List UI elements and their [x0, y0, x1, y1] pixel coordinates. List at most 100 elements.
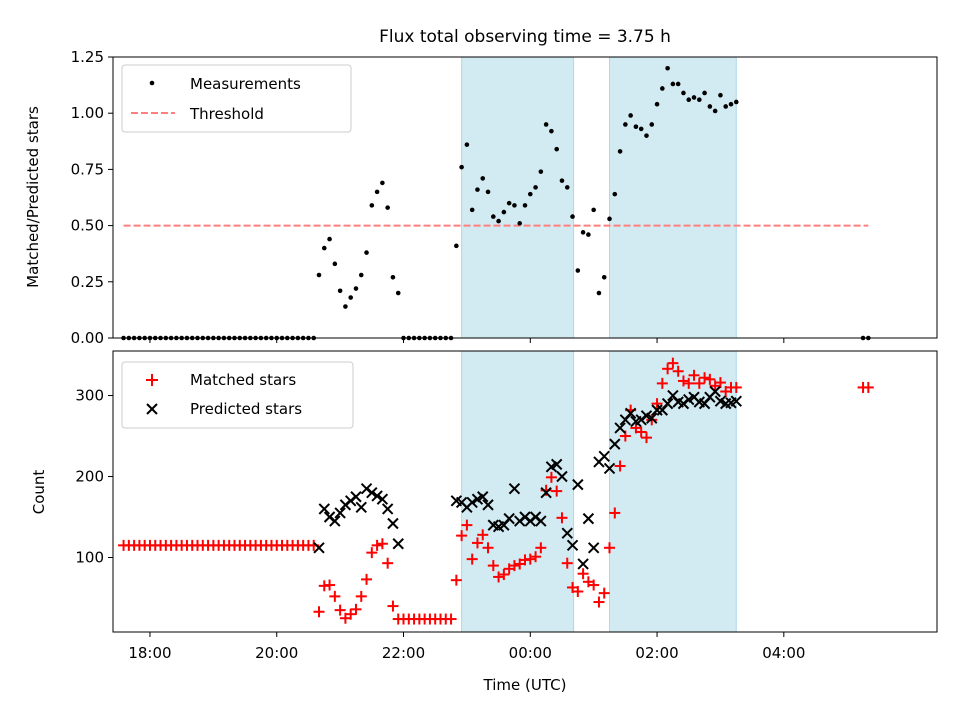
measurement-point — [586, 232, 591, 237]
matched-star-point — [361, 573, 373, 585]
matched-star-point — [677, 375, 689, 387]
measurement-point — [564, 185, 570, 190]
predicted-star-point — [577, 558, 589, 570]
matched-star-point — [651, 398, 663, 410]
bottom-legend: Matched stars Predicted stars — [121, 361, 354, 429]
measurement-point — [327, 236, 332, 242]
x-tick-label: 02:00 — [635, 644, 678, 662]
predicted-star-point — [561, 527, 573, 539]
measurement-point — [512, 203, 517, 208]
measurement-point — [607, 216, 612, 222]
top-y-tick-label: 1.25 — [71, 48, 104, 66]
measurement-point — [337, 288, 343, 294]
matched-star-point — [334, 604, 346, 616]
bottom-y-axis-label: Count — [30, 470, 48, 515]
measurement-point — [554, 146, 559, 152]
legend-predicted-label: Predicted stars — [190, 400, 302, 418]
matched-star-point — [598, 587, 610, 599]
measurement-point — [374, 189, 380, 195]
matched-star-point — [535, 542, 547, 554]
matched-star-point — [445, 613, 457, 625]
measurement-point — [665, 65, 670, 71]
predicted-star-point — [508, 482, 521, 495]
matched-star-point — [704, 373, 716, 385]
measurement-point — [527, 191, 533, 197]
predicted-star-point — [387, 517, 399, 530]
measurement-point — [332, 261, 338, 267]
measurement-point — [601, 275, 607, 280]
matched-star-point — [556, 512, 568, 524]
matched-star-point — [350, 603, 362, 615]
measurement-point — [380, 180, 385, 186]
matched-star-point — [466, 553, 478, 565]
matched-star-point — [324, 579, 336, 591]
measurement-point — [343, 304, 348, 309]
top-y-tick-label: 0.00 — [71, 329, 104, 347]
x-tick-label: 04:00 — [762, 644, 805, 662]
measurement-point — [686, 97, 692, 103]
measurement-point — [697, 97, 702, 103]
predicted-star-point — [366, 487, 378, 499]
measurement-point — [369, 203, 375, 208]
top-legend-box — [121, 64, 352, 133]
bottom-y-tick-label: 100 — [75, 548, 104, 566]
predicted-star-point — [709, 385, 721, 398]
measurement-point — [364, 250, 369, 255]
measurement-point — [522, 203, 528, 208]
matched-star-point — [656, 377, 668, 389]
measurement-point — [549, 128, 554, 134]
legend-threshold-label: Threshold — [189, 105, 264, 123]
measurement-point — [675, 81, 681, 87]
measurement-point — [633, 124, 639, 129]
shaded-interval-1 — [461, 56, 575, 339]
bottom-x-axis: 18:00 20:00 22:00 00:00 02:00 04:00 — [128, 632, 805, 662]
predicted-star-point — [482, 499, 494, 511]
measurement-point — [454, 243, 459, 249]
measurement-point — [649, 122, 655, 127]
matched-star-point — [688, 369, 700, 381]
legend-measurements-label: Measurements — [190, 75, 301, 93]
top-y-tick-label: 1.00 — [71, 104, 104, 122]
predicted-star-point — [587, 542, 600, 554]
predicted-star-point — [313, 542, 325, 554]
measurement-point — [591, 207, 596, 213]
x-axis-label: Time (UTC) — [483, 676, 567, 694]
predicted-star-point — [535, 515, 547, 527]
top-y-axis-label: Matched/Predicted stars — [24, 106, 42, 288]
predicted-star-point — [376, 493, 389, 505]
predicted-star-point — [572, 478, 584, 491]
legend-matched-label: Matched stars — [190, 371, 296, 389]
matched-star-point — [614, 460, 626, 472]
matched-star-point — [355, 590, 367, 602]
matched-star-point — [730, 381, 742, 393]
matched-star-point — [693, 377, 705, 389]
measurement-point — [691, 95, 697, 100]
predicted-star-point — [603, 462, 616, 475]
measurement-point — [702, 90, 707, 96]
measurement-point — [670, 81, 676, 87]
measurement-point — [612, 191, 618, 197]
predicted-star-point — [381, 503, 394, 515]
matched-star-point — [382, 557, 394, 569]
matched-star-point — [371, 539, 383, 551]
predicted-star-point — [540, 487, 552, 499]
matched-star-point — [662, 363, 674, 375]
x-tick-label: 22:00 — [382, 644, 425, 662]
measurement-point — [316, 272, 322, 278]
measurement-point — [395, 290, 401, 296]
matched-star-point — [498, 569, 510, 581]
predicted-star-point — [477, 491, 489, 503]
measurement-point — [491, 214, 496, 219]
measurement-point — [728, 101, 734, 107]
measurement-point — [385, 205, 390, 210]
matched-stars-series — [118, 357, 874, 625]
measurement-point — [723, 104, 729, 109]
measurement-point — [321, 245, 327, 251]
measurement-point — [353, 286, 359, 291]
matched-star-point — [588, 579, 600, 591]
bottom-y-tick-label: 300 — [75, 387, 104, 405]
matched-star-point — [667, 357, 679, 369]
measurement-point — [654, 101, 660, 107]
measurement-point — [580, 230, 586, 235]
predicted-star-point — [550, 458, 563, 471]
